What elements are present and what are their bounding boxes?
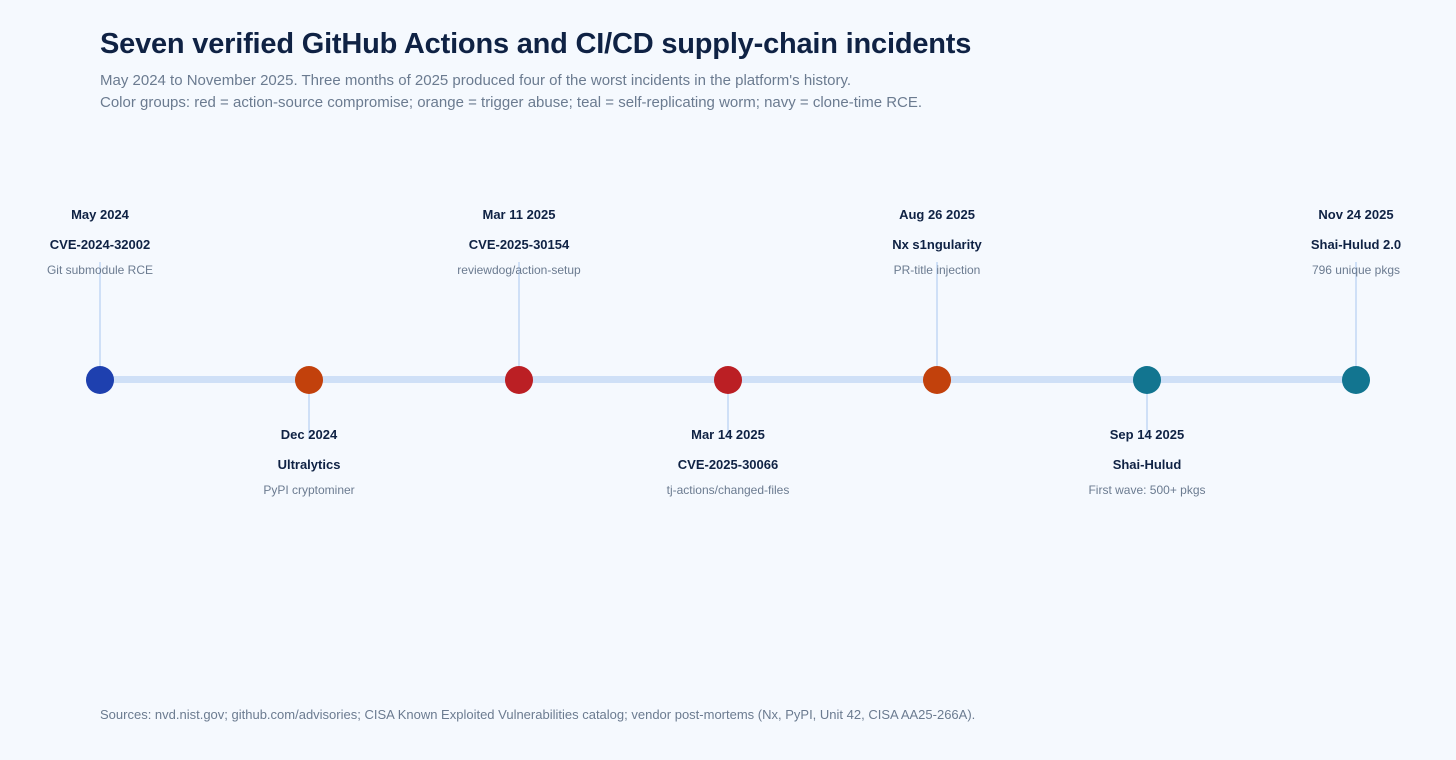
event-marker [714,366,742,394]
event-description: tj-actions/changed-files [666,483,790,497]
event-description: PR-title injection [893,263,981,277]
event-connector [727,380,729,438]
subtitle-line-2: Color groups: red = action-source compro… [100,94,923,111]
event-name: Shai-Hulud [1112,457,1182,472]
subtitle-line-1: May 2024 to November 2025. Three months … [100,72,852,89]
event-marker [295,366,323,394]
event-name: CVE-2024-32002 [49,237,151,252]
event-name: Ultralytics [277,457,341,472]
event-name: CVE-2025-30066 [677,457,779,472]
event-name: Nx s1ngularity [892,237,982,252]
event-description: 796 unique pkgs [1311,263,1401,277]
event-description: Git submodule RCE [46,263,154,277]
event-description: reviewdog/action-setup [457,263,581,277]
page-title: Seven verified GitHub Actions and CI/CD … [100,28,972,60]
event-date: Aug 26 2025 [899,207,975,222]
event-connector [518,262,520,380]
event-marker [505,366,533,394]
event-connector [1355,262,1357,380]
event-date: Mar 11 2025 [482,207,556,222]
event-connector [1146,380,1148,438]
event-connector [308,380,310,438]
event-date: May 2024 [71,207,129,222]
sources-note: Sources: nvd.nist.gov; github.com/adviso… [100,707,976,722]
event-marker [86,366,114,394]
event-marker [923,366,951,394]
event-marker [1342,366,1370,394]
event-date: Sep 14 2025 [1109,427,1185,442]
event-marker [1133,366,1161,394]
event-date: Dec 2024 [280,427,338,442]
event-name: Shai-Hulud 2.0 [1310,237,1402,252]
event-date: Nov 24 2025 [1318,207,1394,222]
event-connector [99,262,101,380]
event-description: First wave: 500+ pkgs [1088,483,1206,497]
event-description: PyPI cryptominer [263,483,355,497]
event-date: Mar 14 2025 [691,427,765,442]
event-connector [936,262,938,380]
event-name: CVE-2025-30154 [468,237,570,252]
